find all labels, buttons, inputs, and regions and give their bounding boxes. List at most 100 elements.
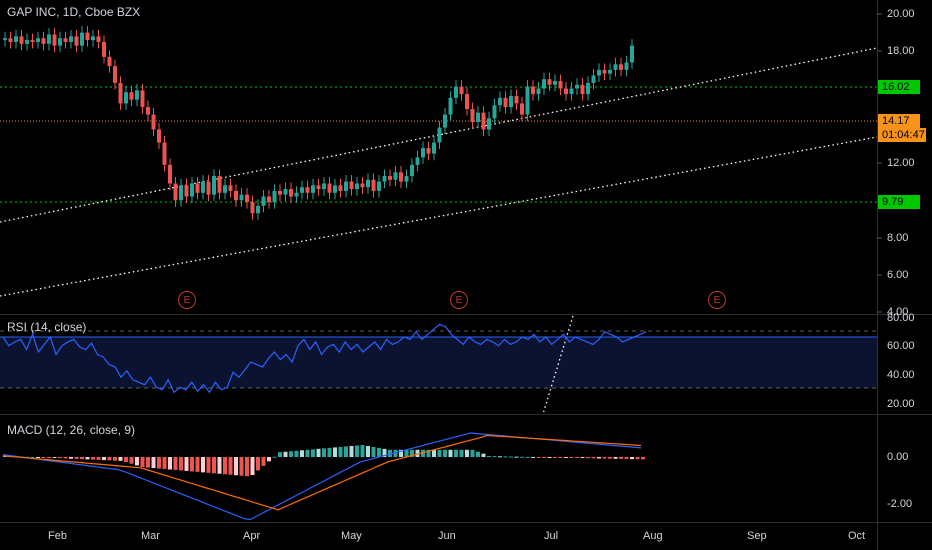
macd-histogram-bar bbox=[129, 457, 134, 464]
macd-histogram-bar bbox=[525, 456, 530, 458]
candle-body bbox=[234, 190, 238, 201]
macd-histogram-bar bbox=[542, 457, 546, 458]
candle-body bbox=[399, 172, 403, 182]
candle-body bbox=[272, 190, 277, 203]
candle-body bbox=[140, 90, 145, 108]
candle-body bbox=[195, 183, 200, 193]
candle-body bbox=[8, 38, 13, 42]
macd-histogram-bar bbox=[261, 457, 266, 466]
macd-histogram-bar bbox=[278, 452, 282, 457]
candle-body bbox=[349, 181, 354, 190]
macd-histogram-bar bbox=[179, 457, 183, 471]
macd-histogram-bar bbox=[624, 457, 629, 460]
macd-histogram-bar bbox=[366, 445, 370, 457]
macd-histogram-bar bbox=[74, 457, 79, 459]
candle-body bbox=[476, 112, 480, 123]
candle-body bbox=[69, 36, 73, 42]
candle-body bbox=[74, 36, 79, 46]
macd-histogram-bar bbox=[558, 457, 563, 458]
macd-histogram-bar bbox=[195, 457, 200, 472]
time-label: Jun bbox=[438, 530, 456, 542]
candle-body bbox=[322, 183, 326, 190]
candle-body bbox=[421, 148, 425, 158]
macd-label: MACD (12, 26, close, 9) bbox=[7, 423, 136, 437]
candle-body bbox=[228, 185, 233, 191]
candle-body bbox=[542, 79, 546, 89]
macd-histogram-bar bbox=[459, 449, 464, 457]
candle-body bbox=[96, 36, 101, 42]
candle-body bbox=[415, 157, 420, 165]
price-tick: 8.00 bbox=[887, 232, 909, 244]
macd-histogram-bar bbox=[107, 457, 112, 461]
macd-histogram-bar bbox=[272, 456, 277, 458]
candle-body bbox=[575, 84, 579, 89]
candle-body bbox=[85, 32, 90, 41]
candle-body bbox=[300, 187, 304, 193]
time-label: Feb bbox=[48, 530, 67, 542]
channel-lower-line bbox=[0, 136, 878, 297]
candle-body bbox=[80, 32, 84, 46]
macd-histogram-bar bbox=[470, 449, 475, 457]
price-tick: 4.00 bbox=[887, 306, 909, 318]
candle-body bbox=[580, 84, 585, 95]
candle-body bbox=[602, 69, 607, 74]
candle-body bbox=[47, 34, 51, 44]
rsi-tick: 20.00 bbox=[887, 398, 915, 410]
candle-body bbox=[454, 86, 458, 98]
macd-tick: -2.00 bbox=[887, 498, 913, 510]
macd-histogram-bar bbox=[162, 457, 167, 469]
macd-histogram-bar bbox=[173, 457, 178, 470]
macd-histogram-bar bbox=[206, 457, 211, 473]
candle-body bbox=[261, 196, 266, 206]
candle-body bbox=[283, 189, 288, 195]
macd-histogram-bar bbox=[591, 457, 596, 459]
candle-body bbox=[151, 114, 156, 130]
symbol-title: GAP INC, 1D, Cboe BZX bbox=[7, 5, 141, 19]
macd-histogram-bar bbox=[509, 456, 513, 458]
macd-histogram-bar bbox=[294, 450, 299, 457]
macd-line bbox=[2, 432, 642, 521]
candle-body bbox=[410, 164, 414, 177]
macd-histogram-bar bbox=[118, 457, 123, 461]
candle-body bbox=[124, 92, 128, 104]
candle-body bbox=[619, 64, 623, 70]
candle-body bbox=[388, 176, 392, 180]
macd-histogram-bar bbox=[597, 457, 601, 459]
candle-body bbox=[157, 129, 161, 143]
candle-body bbox=[36, 38, 40, 42]
macd-histogram-bar bbox=[311, 449, 315, 457]
macd-histogram-bar bbox=[338, 446, 343, 457]
candle-body bbox=[201, 181, 205, 193]
macd-histogram-bar bbox=[514, 456, 519, 458]
candle-body bbox=[173, 183, 178, 201]
signal-line bbox=[2, 434, 642, 511]
candle-body bbox=[520, 103, 524, 115]
rsi-label: RSI (14, close) bbox=[7, 320, 87, 334]
macd-histogram-bar bbox=[520, 456, 524, 458]
macd-histogram-bar bbox=[437, 449, 442, 457]
earnings-badge[interactable]: E bbox=[450, 291, 468, 309]
macd-histogram-bar bbox=[355, 445, 359, 457]
macd-histogram-bar bbox=[289, 451, 293, 457]
macd-histogram-bar bbox=[344, 446, 348, 457]
candle-body bbox=[327, 183, 332, 193]
candle-body bbox=[14, 36, 18, 42]
candle-body bbox=[289, 189, 293, 197]
macd-histogram-bar bbox=[613, 457, 618, 459]
time-label: May bbox=[341, 530, 362, 542]
candle-body bbox=[344, 181, 348, 191]
macd-histogram-bar bbox=[201, 457, 205, 473]
macd-tick: 0.00 bbox=[887, 451, 909, 463]
earnings-badge[interactable]: E bbox=[178, 291, 196, 309]
macd-histogram-bar bbox=[487, 456, 491, 458]
candle-body bbox=[162, 142, 167, 165]
macd-histogram-bar bbox=[102, 457, 106, 461]
candle-body bbox=[366, 179, 370, 188]
candle-body bbox=[382, 176, 387, 182]
macd-histogram-bar bbox=[30, 457, 35, 458]
candle-body bbox=[30, 40, 35, 42]
candle-body bbox=[184, 185, 189, 197]
earnings-badge[interactable]: E bbox=[708, 291, 726, 309]
macd-histogram-bar bbox=[217, 457, 222, 474]
candle-body bbox=[371, 179, 376, 191]
